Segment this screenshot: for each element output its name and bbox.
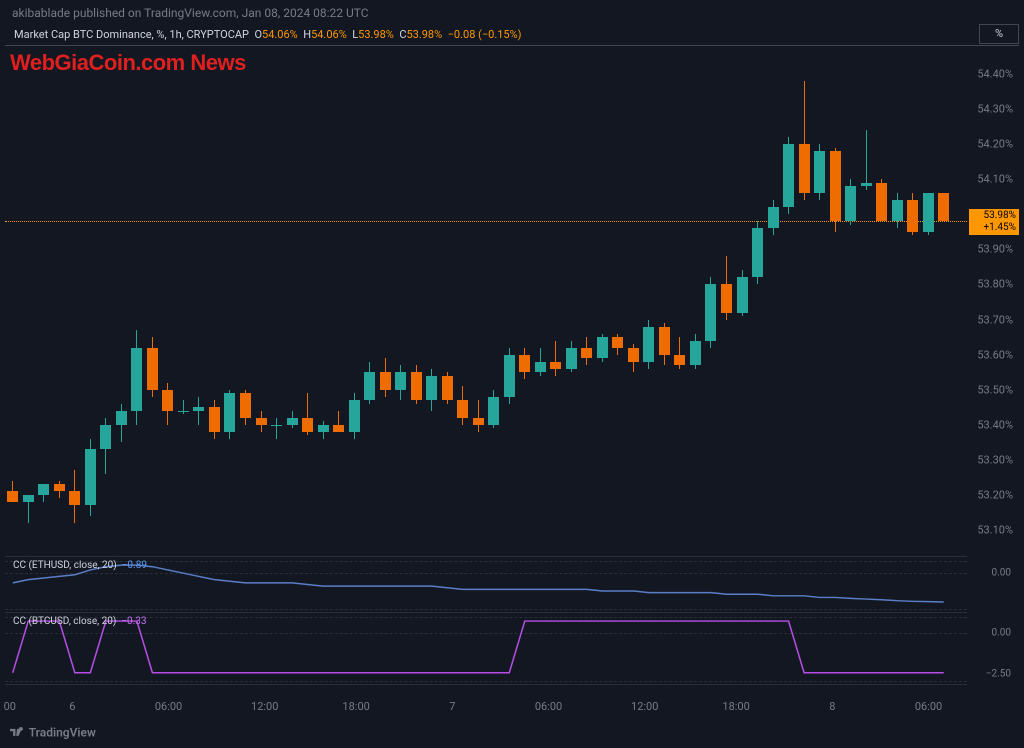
price-tick: 53.30% — [977, 453, 1013, 466]
eth-axis: 0.00 — [967, 557, 1019, 613]
time-tick: 6 — [69, 700, 75, 713]
time-tick: 06:00 — [535, 700, 562, 713]
time-tick: 12:00 — [631, 700, 658, 713]
o-value: 54.06% — [262, 28, 298, 41]
c-value: 53.98% — [406, 28, 442, 41]
axis-unit-toggle[interactable]: % — [979, 24, 1019, 44]
eth-cc-label: CC (ETHUSD, close, 20) — [13, 560, 117, 571]
watermark-news: News — [190, 50, 245, 75]
time-tick: 06:00 — [915, 700, 942, 713]
main-candlestick-chart[interactable] — [5, 45, 967, 557]
price-tick: 53.60% — [977, 348, 1013, 361]
time-tick: 7 — [449, 700, 455, 713]
sub-axis-tick: 0.00 — [992, 627, 1012, 638]
price-axis[interactable]: 54.40%54.30%54.20%54.10%54.00%53.90%53.8… — [967, 45, 1019, 557]
price-tick: 54.40% — [977, 68, 1013, 81]
btc-cc-legend: CC (BTCUSD, close, 20) −0.33 — [13, 616, 146, 627]
price-tick: 53.80% — [977, 278, 1013, 291]
price-tick: 53.10% — [977, 523, 1013, 536]
watermark: WebGiaCoin.com News — [10, 50, 246, 76]
btc-cc-label: CC (BTCUSD, close, 20) — [13, 616, 116, 627]
l-value: 53.98% — [358, 28, 394, 41]
time-tick: 8 — [829, 700, 835, 713]
time-tick: 12:00 — [251, 700, 278, 713]
time-axis[interactable]: 00 6 06:00 12:00 18:00 7 06:00 12:00 18:00 8 06:00 — [5, 698, 967, 718]
tradingview-footer-text: TradingView — [29, 726, 96, 740]
current-price-change: +1.45% — [972, 222, 1016, 234]
current-price-label: 53.98%+1.45% — [969, 209, 1019, 235]
symbol-name: Market Cap BTC Dominance, %, 1h, CRYPTOC… — [14, 28, 249, 41]
indicator-panel-eth[interactable]: CC (ETHUSD, close, 20) −0.89 — [5, 557, 967, 613]
btc-axis: 0.00 −2.50 — [967, 613, 1019, 685]
eth-cc-value: −0.89 — [122, 560, 147, 571]
price-tick: 54.10% — [977, 173, 1013, 186]
h-value: 54.06% — [311, 28, 347, 41]
sub-axis-tick: 0.00 — [992, 568, 1012, 579]
time-tick: 18:00 — [722, 700, 749, 713]
h-label: H — [303, 28, 311, 41]
price-tick: 54.30% — [977, 103, 1013, 116]
time-tick: 06:00 — [155, 700, 182, 713]
indicator-panel-btc[interactable]: CC (BTCUSD, close, 20) −0.33 — [5, 613, 967, 685]
tradingview-logo-icon — [10, 725, 24, 742]
price-tick: 54.20% — [977, 138, 1013, 151]
change-value: −0.08 (−0.15%) — [448, 28, 522, 41]
publish-info: akibablade published on TradingView.com,… — [12, 6, 369, 20]
watermark-site: WebGiaCoin.com — [10, 50, 185, 75]
time-tick: 00 — [4, 700, 16, 713]
o-label: O — [254, 28, 262, 41]
price-tick: 53.20% — [977, 488, 1013, 501]
time-tick: 18:00 — [342, 700, 369, 713]
current-price: 53.98% — [972, 210, 1016, 222]
price-tick: 53.70% — [977, 313, 1013, 326]
ohlc-legend: Market Cap BTC Dominance, %, 1h, CRYPTOC… — [14, 28, 522, 41]
price-tick: 53.90% — [977, 243, 1013, 256]
tradingview-footer: TradingView — [10, 725, 96, 742]
btc-cc-value: −0.33 — [121, 616, 146, 627]
eth-cc-legend: CC (ETHUSD, close, 20) −0.89 — [13, 560, 147, 571]
price-tick: 53.40% — [977, 418, 1013, 431]
price-tick: 53.50% — [977, 383, 1013, 396]
sub-axis-tick: −2.50 — [986, 668, 1011, 679]
